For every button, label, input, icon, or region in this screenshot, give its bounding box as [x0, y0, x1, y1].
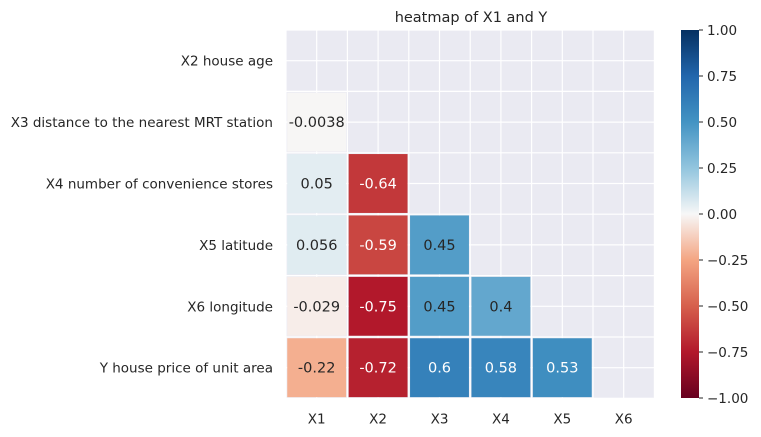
cell-label: -0.22 [298, 361, 336, 377]
plot-area: -0.0038 0.05 -0.64 0.056 -0.59 0.45 -0.029 -0.7… [285, 29, 656, 399]
colorbar-tick-label: −0.50 [707, 299, 748, 315]
heatmap-cell [532, 338, 592, 398]
y-tick-label: X6 longitude [187, 299, 273, 315]
heatmap-cell [287, 276, 347, 336]
cell-label: -0.59 [359, 238, 397, 254]
cell-label: 0.6 [428, 361, 451, 377]
heatmap-cell [287, 154, 347, 213]
cell-label: 0.58 [485, 361, 517, 377]
cell-label: 0.45 [423, 299, 455, 315]
colorbar: 1.00 0.75 0.50 0.25 0.00 −0.25 −0.50 −0.75 −1.00 [681, 23, 748, 407]
colorbar-tick-label: −0.75 [707, 345, 748, 361]
heatmap-cell [287, 338, 347, 398]
x-tick-label: X4 [492, 411, 510, 427]
x-tick-label: X3 [431, 411, 449, 427]
cell-label: -0.72 [359, 361, 397, 377]
x-tick-label: X6 [615, 411, 633, 427]
heatmap-cell [410, 338, 469, 398]
cell-label: 0.05 [301, 177, 333, 193]
y-tick-label: X3 distance to the nearest MRT station [11, 115, 273, 131]
heatmap-cell [410, 276, 469, 336]
cell-label: 0.4 [489, 299, 512, 315]
colorbar-tick-label: −1.00 [707, 391, 748, 407]
colorbar-gradient [681, 30, 699, 398]
cell-label: 0.056 [296, 238, 338, 254]
y-tick-label: X5 latitude [199, 238, 273, 254]
colorbar-tick-label: 0.50 [707, 115, 737, 131]
colorbar-tick-label: 0.75 [707, 69, 737, 85]
x-tick-label: X1 [308, 411, 326, 427]
y-tick-label: X4 number of convenience stores [46, 177, 273, 193]
heatmap-cell [348, 338, 408, 398]
x-axis: X1 X2 X3 X4 X5 X6 [308, 411, 633, 427]
heatmap-cell [471, 338, 531, 398]
colorbar-tick-label: 1.00 [707, 23, 737, 39]
cell-label: 0.53 [546, 361, 578, 377]
heatmap-cell [348, 276, 408, 336]
cell-label: -0.0038 [289, 115, 345, 131]
heatmap-cell [410, 215, 469, 275]
x-tick-label: X5 [553, 411, 571, 427]
colorbar-tick-label: 0.00 [707, 207, 737, 223]
heatmap-cell [348, 154, 408, 213]
cell-label: -0.75 [359, 299, 397, 315]
cell-label: -0.029 [293, 299, 340, 315]
y-tick-label: X2 house age [181, 54, 273, 70]
x-tick-label: X2 [369, 411, 387, 427]
cell-label: -0.64 [359, 177, 397, 193]
colorbar-tick-label: −0.25 [707, 253, 748, 269]
heatmap-cell [287, 215, 347, 275]
y-axis: X2 house age X3 distance to the nearest M… [11, 54, 273, 377]
chart-title: heatmap of X1 and Y [395, 10, 548, 26]
cell-label: 0.45 [423, 238, 455, 254]
y-tick-label: Y house price of unit area [99, 361, 273, 377]
heatmap-cell [471, 276, 531, 336]
heatmap-cell [348, 215, 408, 275]
heatmap-cell [287, 92, 347, 152]
colorbar-tick-label: 0.25 [707, 161, 737, 177]
